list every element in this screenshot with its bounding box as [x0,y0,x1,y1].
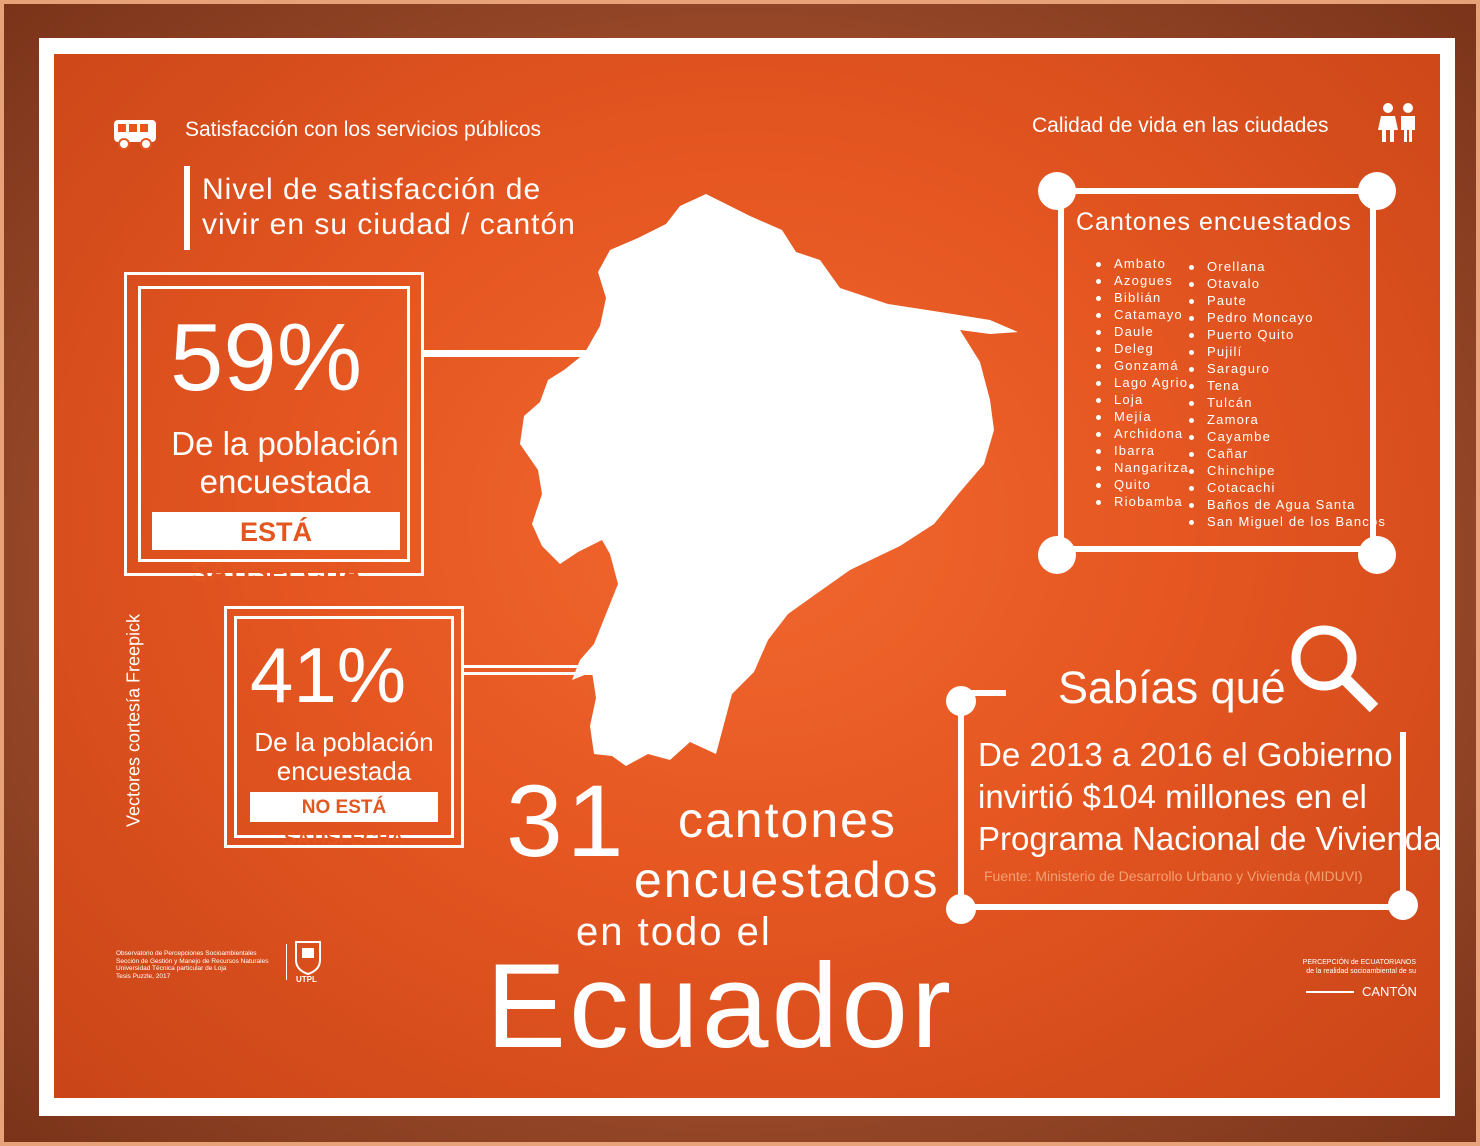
sabias-line [958,700,964,910]
headline-line3: en todo el [576,910,772,954]
canton-item: San Miguel de los Bancos [1189,513,1386,530]
canton-item: Puerto Quito [1189,326,1386,343]
sabias-line [960,690,1006,696]
canton-item: Lago Agrio [1096,374,1189,391]
ecuador-map [520,194,1018,766]
people-icon [1378,103,1415,142]
search-icon [1291,625,1379,713]
canton-item: Biblián [1096,289,1189,306]
cantones-list-1: Ambato Azogues Biblián Catamayo Daule Deleg Go… [1096,255,1189,510]
canton-item: Pujilí [1189,343,1386,360]
corner-dot [1038,536,1076,574]
cantones-list-2: Orellana Otavalo Paute Pedro Moncayo Puerto … [1189,258,1386,530]
canton-item: Riobamba [1096,493,1189,510]
utpl-logo-icon [295,941,321,976]
canton-item: Nangaritza [1096,459,1189,476]
footer-credits: Observatorio de Percepciones Socioambien… [116,950,269,980]
header-left-title: Satisfacción con los servicios públicos [185,118,541,141]
canton-item: Zamora [1189,411,1386,428]
sabias-fact: De 2013 a 2016 el Gobierno invirtió $104… [978,736,1442,857]
canton-item: Archidona [1096,425,1189,442]
footer-canton-line [1306,991,1354,993]
canton-item: Quito [1096,476,1189,493]
satisfied-population: De la población encuestada [171,425,399,500]
vertical-credit-text: Vectores cortesía Freepick [123,613,144,828]
utpl-logo-text: UTPL [296,975,317,984]
unsatisfied-population: De la población encuestada [254,727,434,786]
canton-item: Cayambe [1189,428,1386,445]
subtitle-bar [184,166,190,250]
unsatisfied-box-outer [224,606,464,848]
sabias-line [1400,732,1406,908]
corner-dot [1038,172,1076,210]
canton-item: Loja [1096,391,1189,408]
logo-separator [286,944,287,980]
headline-line1: cantones [678,792,897,848]
canton-item: Cañar [1189,445,1386,462]
footer-canton: CANTÓN [1362,984,1417,999]
canton-item: Chinchipe [1189,462,1386,479]
unsatisfied-connector [462,665,706,675]
canton-item: Tena [1189,377,1386,394]
corner-dot [1358,172,1396,210]
sabias-dot [946,894,976,924]
bus-icon [114,120,156,150]
corner-dot [1358,536,1396,574]
satisfied-box-outer [124,272,424,576]
canton-item: Gonzamá [1096,357,1189,374]
vertical-credit: Vectores cortesía Freepick [122,600,146,844]
cantones-box [1058,188,1376,552]
cantones-count: 31 [506,764,628,878]
footer-percepcion: PERCEPCIÓN de ECUATORIANOS de la realida… [1302,959,1416,975]
canton-item: Daule [1096,323,1189,340]
satisfied-percent: 59% [170,304,363,411]
canton-item: Pedro Moncayo [1189,309,1386,326]
subtitle: Nivel de satisfacción de vivir en su ciu… [202,173,576,241]
satisfied-connector [422,350,736,357]
unsatisfied-badge: NO ESTÁ SATISFECHA [250,792,438,850]
canton-item: Azogues [1096,272,1189,289]
canton-item: Mejía [1096,408,1189,425]
sabias-title: Sabías qué [1058,662,1286,713]
header-right-title: Calidad de vida en las ciudades [1032,114,1329,137]
canton-item: Tulcán [1189,394,1386,411]
canton-item: Orellana [1189,258,1386,275]
canton-item: Otavalo [1189,275,1386,292]
headline-country: Ecuador [486,939,954,1073]
canton-item: Ambato [1096,255,1189,272]
cantones-title: Cantones encuestados [1076,208,1352,236]
canton-item: Saraguro [1189,360,1386,377]
canton-item: Catamayo [1096,306,1189,323]
sabias-dot [1388,890,1418,920]
satisfied-badge: ESTÁ SATISFECHA [152,512,400,587]
canton-item: Deleg [1096,340,1189,357]
canton-item: Baños de Agua Santa [1189,496,1386,513]
satisfied-box-inner [138,286,410,562]
canton-item: Paute [1189,292,1386,309]
sabias-source: Fuente: Ministerio de Desarrollo Urbano … [984,868,1363,884]
canton-item: Ibarra [1096,442,1189,459]
sabias-line [962,904,1406,910]
headline-line2: encuestados [634,852,940,908]
unsatisfied-percent: 41% [250,631,407,719]
unsatisfied-box-inner [234,616,454,838]
canton-item: Cotacachi [1189,479,1386,496]
